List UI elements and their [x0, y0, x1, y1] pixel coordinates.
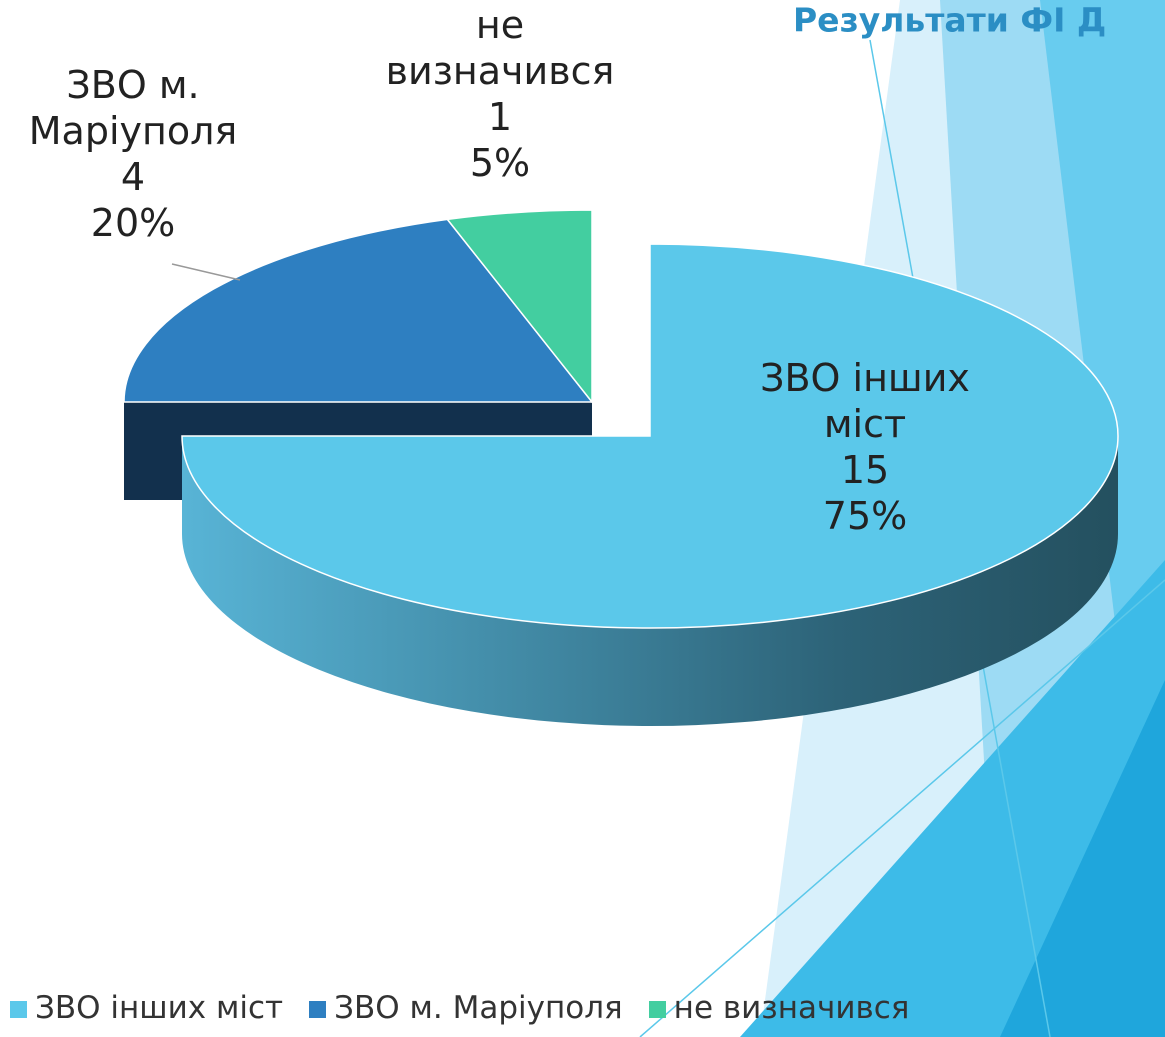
- label-category: ЗВО інших міст: [760, 356, 970, 446]
- legend-swatch: [10, 1001, 27, 1018]
- label-percent: 75%: [822, 494, 908, 538]
- label-value: 1: [487, 95, 513, 139]
- data-label: не визначився 1 5%: [375, 2, 625, 186]
- data-label: ЗВО інших міст 15 75%: [735, 355, 995, 539]
- data-label: ЗВО м. Маріуполя 4 20%: [2, 62, 264, 246]
- label-value: 15: [840, 448, 890, 492]
- slice: [181, 243, 1119, 629]
- legend-label: ЗВО м. Маріуполя: [334, 990, 623, 1026]
- legend: ЗВО інших міст ЗВО м. Маріуполя не визначи…: [10, 990, 909, 1026]
- legend-item: ЗВО м. Маріуполя: [309, 990, 623, 1026]
- legend-label: не визначився: [673, 990, 910, 1026]
- legend-item: ЗВО інших міст: [10, 990, 283, 1026]
- legend-swatch: [309, 1001, 327, 1018]
- label-percent: 20%: [90, 201, 176, 245]
- label-percent: 5%: [469, 141, 531, 185]
- leader-line: [171, 263, 241, 281]
- label-category: не визначився: [385, 3, 615, 93]
- legend-swatch: [648, 1001, 666, 1018]
- pie: [123, 209, 1119, 726]
- slice: [445, 209, 593, 405]
- slice: [123, 218, 594, 403]
- chart-title: Результати ФІ Д: [793, 1, 1106, 40]
- label-category: ЗВО м. Маріуполя: [28, 63, 238, 153]
- label-value: 4: [120, 155, 146, 199]
- slice-side: [182, 436, 1118, 726]
- legend-item: не визначився: [648, 990, 910, 1026]
- legend-label: ЗВО інших міст: [35, 990, 284, 1026]
